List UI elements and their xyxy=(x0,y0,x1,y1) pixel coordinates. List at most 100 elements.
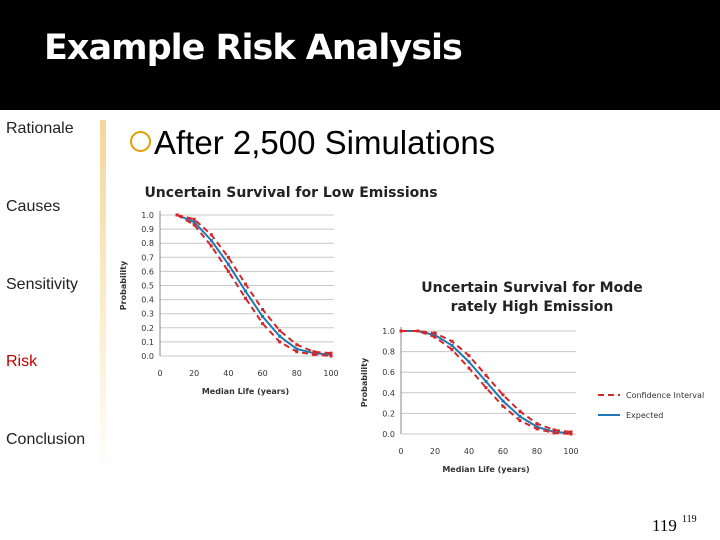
chart2-series-expected-line xyxy=(401,330,572,434)
chart2-y-axis-label: Probability xyxy=(360,357,369,407)
chart2-point xyxy=(535,425,539,429)
chart2-x-tick-label: 0 xyxy=(398,447,403,456)
chart1-point xyxy=(226,269,230,273)
chart2-point xyxy=(552,428,556,432)
chart2-point xyxy=(569,432,573,436)
chart1-point xyxy=(261,315,265,319)
chart2-point xyxy=(467,360,471,364)
chart1-title: Uncertain Survival for Low Emissions xyxy=(144,185,437,201)
chart1-y-tick-label: 0.7 xyxy=(141,253,154,262)
chart2-series-confidence-interval-line xyxy=(401,330,572,433)
chart1-point xyxy=(192,217,196,221)
slide-title: Example Risk Analysis xyxy=(44,28,463,68)
page-number-superscript: 119 xyxy=(682,514,697,525)
chart2-point xyxy=(518,409,522,413)
chart2-point xyxy=(535,427,539,431)
chart1-y-tick-label: 0.9 xyxy=(141,225,154,234)
chart1-point xyxy=(192,223,196,227)
chart1-point xyxy=(244,282,247,286)
chart2-point xyxy=(416,329,420,333)
chart2-point xyxy=(399,329,403,333)
chart1-y-tick-label: 0.1 xyxy=(141,338,154,347)
chart1-point xyxy=(175,213,179,217)
chart1-point xyxy=(295,350,299,354)
chart2-point xyxy=(399,329,403,333)
chart1-x-tick-label: 60 xyxy=(258,369,268,378)
chart1-series-confidence-interval-line xyxy=(176,214,332,355)
chart2-point xyxy=(450,339,454,343)
chart2-point xyxy=(552,430,556,434)
chart1-point xyxy=(175,213,179,217)
divider-bar xyxy=(100,120,106,480)
chart2-point xyxy=(484,379,488,383)
chart2-x-tick-label: 20 xyxy=(430,447,440,456)
chart2-y-tick-label: 0.6 xyxy=(382,368,395,377)
chart2-x-tick-label: 40 xyxy=(464,447,474,456)
chart1-point xyxy=(329,353,333,357)
chart1-y-tick-label: 0.2 xyxy=(141,324,154,333)
chart1-point xyxy=(209,244,213,248)
chart2-point xyxy=(484,373,488,377)
chart2-point xyxy=(416,329,420,333)
chart1-y-tick-label: 0.0 xyxy=(141,352,154,361)
chart1-point xyxy=(209,233,213,237)
chart1-point xyxy=(295,343,299,347)
page-number: 119 xyxy=(652,516,677,535)
chart1-point xyxy=(312,350,316,354)
nav-item-risk[interactable]: Risk xyxy=(6,353,38,370)
nav-item-sensitivity[interactable]: Sensitivity xyxy=(6,276,79,293)
chart2-x-tick-label: 80 xyxy=(532,447,542,456)
chart1-series-expected-line xyxy=(176,214,332,356)
chart1-point xyxy=(278,329,282,333)
chart1-y-axis-label: Probability xyxy=(119,260,128,310)
chart2-point xyxy=(450,343,454,347)
chart1-x-tick-label: 100 xyxy=(323,369,338,378)
chart1-point xyxy=(226,255,230,259)
chart2-point xyxy=(552,431,556,435)
bullet-text: After 2,500 Simulations xyxy=(154,124,496,161)
chart2-point xyxy=(518,414,522,418)
nav-item-conclusion[interactable]: Conclusion xyxy=(6,431,86,448)
chart1-y-tick-label: 0.5 xyxy=(141,282,154,291)
chart1-point xyxy=(261,322,265,326)
chart1-y-tick-label: 0.8 xyxy=(141,239,154,248)
chart2-series-confidence-interval-line xyxy=(401,330,572,435)
chart1-point xyxy=(329,351,333,355)
chart1-point xyxy=(192,220,196,224)
chart1-point xyxy=(226,262,230,266)
chart2-y-tick-label: 0.2 xyxy=(382,409,395,418)
chart2-x-axis-label: Median Life (years) xyxy=(442,465,529,474)
chart2-point xyxy=(450,348,454,352)
chart1-point xyxy=(209,238,213,242)
chart2-point xyxy=(569,431,573,435)
chart2-y-tick-label: 0.4 xyxy=(382,389,395,398)
chart1-x-tick-label: 80 xyxy=(292,369,302,378)
chart1-x-tick-label: 20 xyxy=(189,369,199,378)
chart1-y-tick-label: 0.4 xyxy=(141,296,154,305)
chart2-point xyxy=(569,430,573,434)
chart1-point xyxy=(278,340,282,344)
chart2-point xyxy=(501,399,505,403)
nav-item-causes[interactable]: Causes xyxy=(6,198,61,215)
chart1-x-tick-label: 0 xyxy=(157,369,162,378)
chart1-x-axis-label: Median Life (years) xyxy=(202,387,289,396)
chart2-title-line: rately High Emission xyxy=(451,299,614,315)
chart2-y-tick-label: 1.0 xyxy=(382,327,395,336)
chart2-y-tick-label: 0.0 xyxy=(382,430,395,439)
chart2-y-tick-label: 0.8 xyxy=(382,348,395,357)
chart2-point xyxy=(535,422,539,426)
chart2-point xyxy=(416,329,420,333)
chart1-y-tick-label: 0.3 xyxy=(141,310,154,319)
chart1-point xyxy=(261,307,265,311)
chart2-point xyxy=(467,354,471,358)
chart1-y-tick-label: 0.6 xyxy=(141,267,154,276)
chart1-point xyxy=(295,347,299,351)
bullet-point: After 2,500 Simulations xyxy=(130,124,495,162)
chart2-point xyxy=(433,333,437,337)
chart2-point xyxy=(433,331,437,335)
nav-item-rationale[interactable]: Rationale xyxy=(6,120,74,137)
chart1-point xyxy=(278,334,282,338)
chart2-point xyxy=(399,329,403,333)
chart1-point xyxy=(312,353,316,357)
chart2-point xyxy=(518,419,522,423)
